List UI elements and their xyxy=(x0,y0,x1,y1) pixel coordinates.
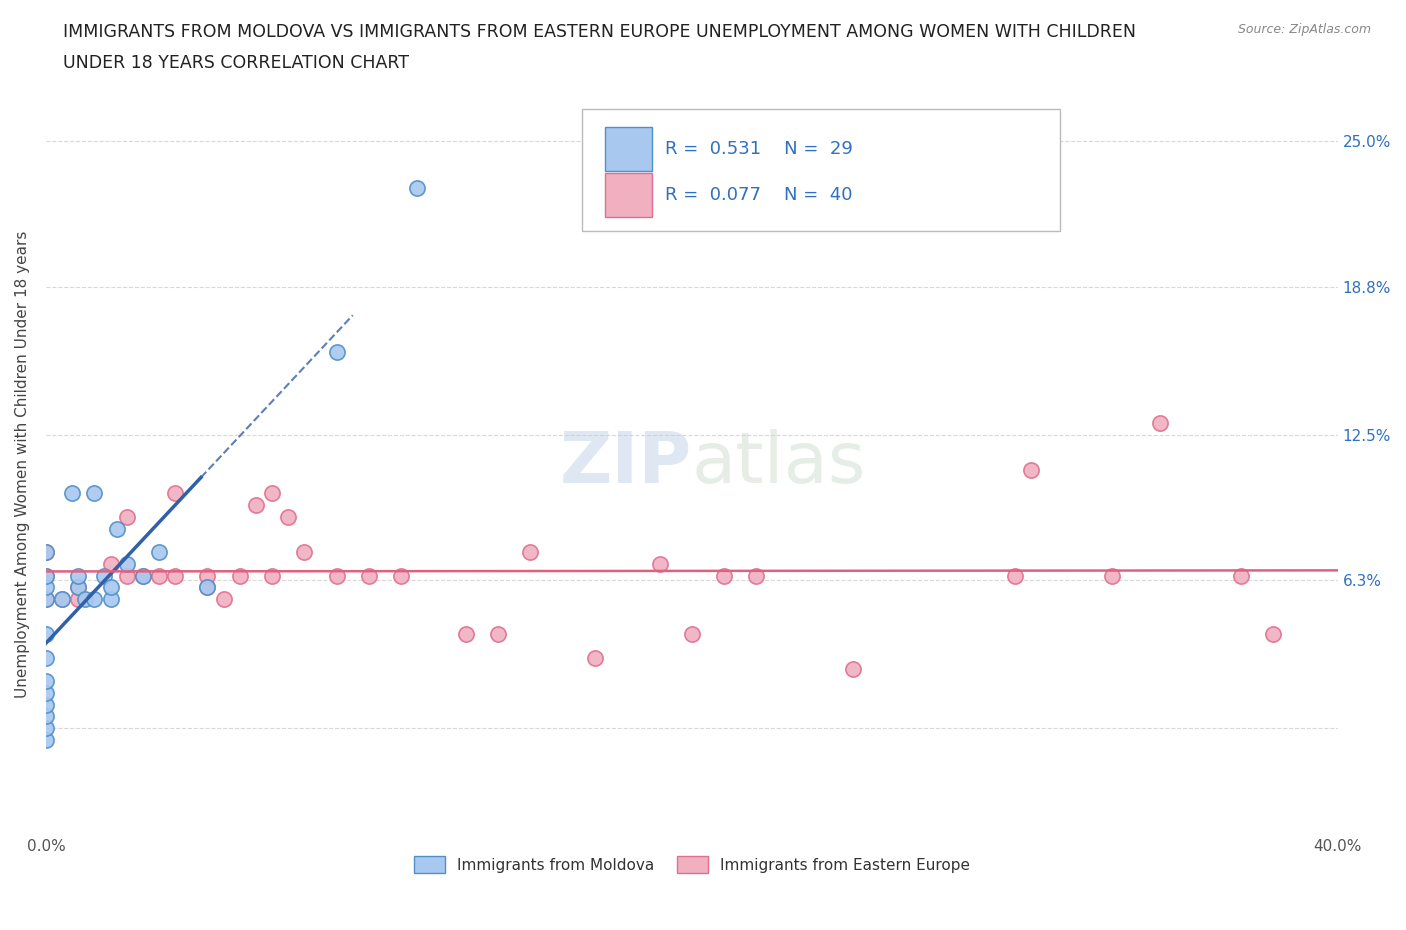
Text: atlas: atlas xyxy=(692,430,866,498)
Point xyxy=(35,591,58,606)
Point xyxy=(35,650,58,665)
Text: ZIP: ZIP xyxy=(560,430,692,498)
Point xyxy=(35,568,58,583)
Point xyxy=(1263,627,1285,642)
Point xyxy=(35,673,58,688)
Point xyxy=(35,568,58,583)
Point xyxy=(35,685,58,700)
Point xyxy=(35,709,58,724)
Point xyxy=(83,485,105,500)
Point xyxy=(197,568,219,583)
Point xyxy=(100,556,122,571)
Point xyxy=(105,521,128,536)
Point xyxy=(745,568,768,583)
Point xyxy=(93,568,115,583)
Point xyxy=(1004,568,1026,583)
Point xyxy=(35,545,58,560)
Point xyxy=(229,568,252,583)
Point xyxy=(1149,416,1171,431)
Point xyxy=(260,568,283,583)
FancyBboxPatch shape xyxy=(606,173,652,217)
Point xyxy=(115,556,138,571)
Point xyxy=(35,627,58,642)
Point xyxy=(100,591,122,606)
Point xyxy=(67,591,90,606)
Point xyxy=(35,545,58,560)
Point xyxy=(325,345,347,360)
Point xyxy=(357,568,380,583)
Point xyxy=(67,568,90,583)
Point xyxy=(245,498,267,512)
Text: R =  0.531    N =  29: R = 0.531 N = 29 xyxy=(665,140,852,158)
Point xyxy=(165,485,187,500)
Point xyxy=(51,591,73,606)
Point xyxy=(197,579,219,594)
Point xyxy=(197,579,219,594)
Text: R =  0.077    N =  40: R = 0.077 N = 40 xyxy=(665,186,852,204)
Point xyxy=(583,650,606,665)
Point xyxy=(51,591,73,606)
FancyBboxPatch shape xyxy=(582,109,1060,231)
Point xyxy=(115,568,138,583)
Point xyxy=(454,627,477,642)
Point xyxy=(1230,568,1253,583)
Point xyxy=(67,579,90,594)
Point xyxy=(1101,568,1123,583)
Point xyxy=(277,510,299,525)
Point xyxy=(292,545,315,560)
Point xyxy=(35,579,58,594)
Y-axis label: Unemployment Among Women with Children Under 18 years: Unemployment Among Women with Children U… xyxy=(15,231,30,698)
Legend: Immigrants from Moldova, Immigrants from Eastern Europe: Immigrants from Moldova, Immigrants from… xyxy=(408,850,976,880)
Point xyxy=(132,568,155,583)
Text: IMMIGRANTS FROM MOLDOVA VS IMMIGRANTS FROM EASTERN EUROPE UNEMPLOYMENT AMONG WOM: IMMIGRANTS FROM MOLDOVA VS IMMIGRANTS FR… xyxy=(63,23,1136,41)
Point xyxy=(83,591,105,606)
Text: Source: ZipAtlas.com: Source: ZipAtlas.com xyxy=(1237,23,1371,36)
Point xyxy=(486,627,509,642)
Point xyxy=(681,627,703,642)
Point xyxy=(115,510,138,525)
Point xyxy=(842,662,865,677)
Point xyxy=(60,485,83,500)
Point xyxy=(35,733,58,748)
Point xyxy=(35,698,58,712)
Point xyxy=(132,568,155,583)
Point xyxy=(648,556,671,571)
Point xyxy=(406,180,429,195)
Point xyxy=(325,568,347,583)
Point xyxy=(35,591,58,606)
Point xyxy=(260,485,283,500)
Point xyxy=(100,579,122,594)
Text: UNDER 18 YEARS CORRELATION CHART: UNDER 18 YEARS CORRELATION CHART xyxy=(63,54,409,72)
Point xyxy=(35,721,58,736)
Point xyxy=(1019,462,1042,477)
Point xyxy=(212,591,235,606)
Point xyxy=(148,568,170,583)
Point xyxy=(67,579,90,594)
Point xyxy=(165,568,187,583)
FancyBboxPatch shape xyxy=(606,127,652,171)
Point xyxy=(148,545,170,560)
Point xyxy=(519,545,541,560)
Point xyxy=(73,591,96,606)
Point xyxy=(713,568,735,583)
Point xyxy=(389,568,412,583)
